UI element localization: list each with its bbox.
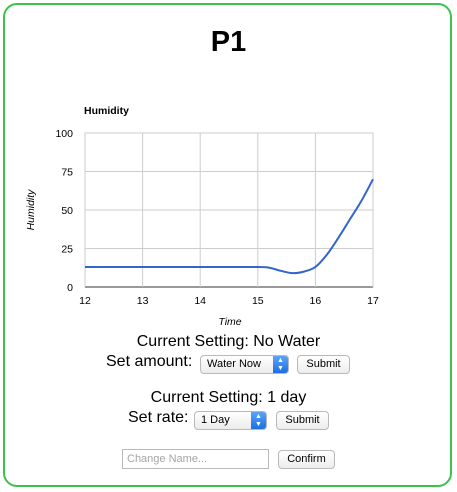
confirm-button[interactable]: Confirm (278, 450, 335, 469)
rate-selected: 1 Day (201, 414, 230, 426)
x-tick-label: 15 (252, 295, 264, 307)
x-tick-label: 17 (367, 295, 379, 307)
y-tick-label: 100 (55, 128, 73, 140)
x-tick-label: 12 (79, 295, 91, 307)
y-axis-label: Humidity (25, 189, 37, 231)
rate-current-setting: Current Setting: 1 day (150, 389, 307, 406)
humidity-chart: Humidity 0 25 50 75 100 12 13 14 15 16 17 Humidit… (25, 105, 379, 328)
humidity-series-line (85, 178, 374, 275)
set-amount-label: Set amount: (106, 353, 193, 370)
y-tick-label: 0 (67, 282, 73, 294)
water-amount-selected: Water Now (207, 358, 261, 370)
rate-submit-button[interactable]: Submit (276, 411, 329, 430)
water-amount-select[interactable]: Water Now ▲ ▼ (200, 355, 289, 374)
y-tick-label: 75 (61, 167, 73, 179)
set-rate-label: Set rate: (128, 409, 189, 426)
select-arrows-icon: ▲ ▼ (251, 412, 266, 429)
page-title: P1 (210, 26, 247, 58)
y-tick-label: 25 (61, 244, 73, 256)
x-axis-label: Time (218, 316, 241, 328)
chart-title: Humidity (84, 105, 129, 117)
select-arrows-icon: ▲ ▼ (273, 356, 288, 373)
water-submit-button[interactable]: Submit (297, 355, 350, 374)
rate-select[interactable]: 1 Day ▲ ▼ (194, 411, 267, 430)
plant-card (3, 3, 452, 487)
water-current-setting: Current Setting: No Water (136, 333, 321, 350)
x-tick-label: 16 (310, 295, 322, 307)
change-name-input[interactable]: Change Name... (122, 449, 269, 469)
y-tick-label: 50 (61, 205, 73, 217)
x-tick-label: 14 (194, 295, 206, 307)
x-tick-label: 13 (137, 295, 149, 307)
